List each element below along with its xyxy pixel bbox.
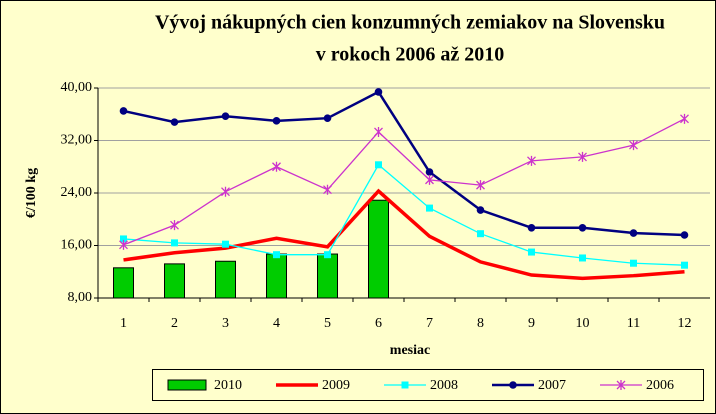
marker <box>171 239 178 247</box>
marker <box>528 248 535 256</box>
marker <box>221 112 230 121</box>
legend-swatch <box>167 379 207 391</box>
line <box>123 188 685 281</box>
y-axis-title: €/100 kg <box>24 168 39 218</box>
x-tick-label: 11 <box>627 316 640 331</box>
legend-label: 2010 <box>214 378 242 393</box>
legend-label: 2009 <box>322 378 350 393</box>
x-axis-title: mesiac <box>390 343 430 358</box>
chart-title: v rokoch 2006 až 2010 <box>316 44 505 66</box>
marker <box>509 381 517 389</box>
bar <box>317 253 338 299</box>
marker <box>323 114 332 122</box>
marker <box>476 206 485 214</box>
y-tick-label: 40,00 <box>61 80 93 95</box>
marker <box>221 186 230 197</box>
bar <box>113 267 134 299</box>
marker <box>170 220 179 231</box>
y-tick-label: 16,00 <box>61 238 93 253</box>
bar <box>215 260 236 299</box>
x-tick-label: 12 <box>678 316 692 331</box>
x-tick-label: 5 <box>324 316 331 331</box>
marker <box>119 239 128 250</box>
line <box>123 90 685 237</box>
marker <box>477 230 484 238</box>
marker <box>401 381 409 389</box>
marker <box>222 240 229 248</box>
x-tick-label: 8 <box>477 316 484 331</box>
x-tick-label: 1 <box>120 316 127 331</box>
marker <box>120 235 127 243</box>
marker <box>323 184 332 195</box>
bar <box>266 253 287 299</box>
y-tick-label: 24,00 <box>61 185 93 200</box>
x-tick-label: 9 <box>528 316 535 331</box>
marker <box>578 151 587 162</box>
marker <box>324 251 331 259</box>
y-tick-label: 32,00 <box>61 133 93 148</box>
line <box>123 163 685 266</box>
marker <box>629 140 638 151</box>
x-tick-label: 3 <box>222 316 229 331</box>
marker <box>579 254 586 262</box>
x-tick-label: 4 <box>273 316 280 331</box>
marker <box>630 259 637 267</box>
marker <box>374 126 383 137</box>
marker <box>527 223 536 232</box>
legend-label: 2007 <box>538 378 566 393</box>
legend-label: 2008 <box>430 378 458 393</box>
marker <box>426 204 433 212</box>
chart-title: Vývoj nákupných cien konzumných zemiakov… <box>155 12 665 34</box>
y-tick-label: 8,00 <box>68 290 93 305</box>
marker <box>272 161 281 172</box>
marker <box>476 180 485 191</box>
line <box>123 118 685 246</box>
marker <box>681 261 688 269</box>
marker <box>273 251 280 259</box>
marker <box>272 117 281 125</box>
marker <box>616 380 626 390</box>
bar <box>164 263 185 299</box>
x-tick-label: 7 <box>426 316 433 331</box>
x-tick-label: 2 <box>171 316 178 331</box>
marker <box>425 174 434 185</box>
bar <box>368 199 389 299</box>
marker <box>425 168 434 176</box>
marker <box>170 118 179 126</box>
marker <box>629 229 638 237</box>
marker <box>578 223 587 232</box>
x-tick-label: 6 <box>375 316 382 331</box>
marker <box>374 88 383 96</box>
marker <box>527 155 536 166</box>
x-tick-label: 10 <box>576 316 590 331</box>
marker <box>119 107 128 115</box>
marker <box>375 161 382 169</box>
legend-label: 2006 <box>646 378 674 393</box>
marker <box>680 231 689 239</box>
marker <box>680 113 689 124</box>
